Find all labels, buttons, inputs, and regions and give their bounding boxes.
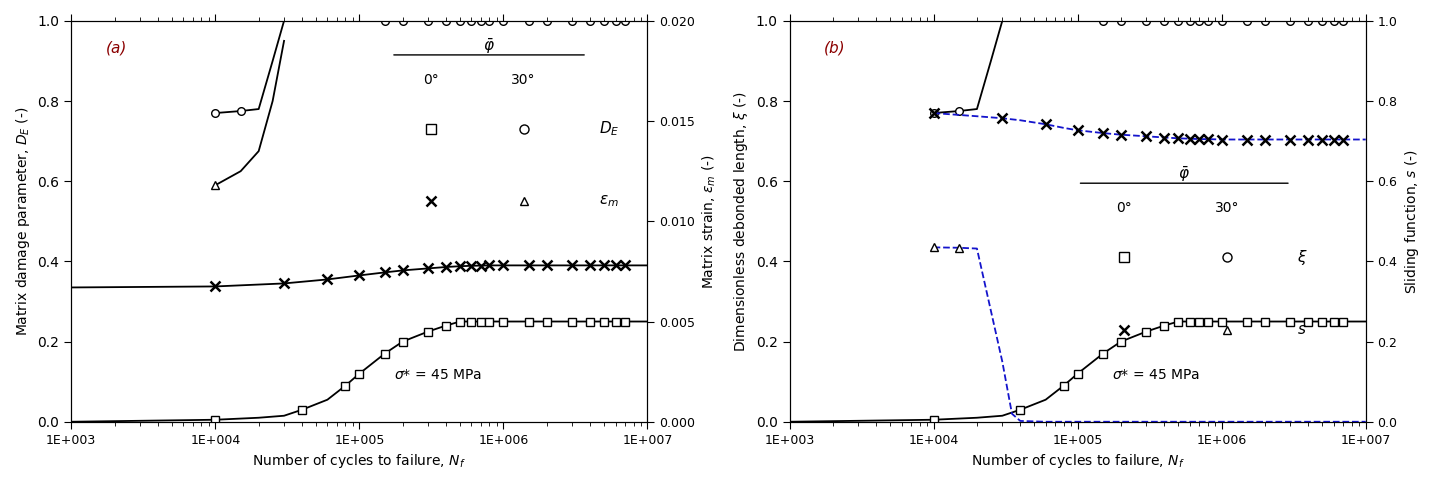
Text: 0°: 0° [1116, 201, 1132, 215]
Text: $\varepsilon_m$: $\varepsilon_m$ [598, 194, 618, 209]
Text: (a): (a) [106, 41, 128, 56]
Text: $s$: $s$ [1297, 322, 1306, 337]
X-axis label: Number of cycles to failure, $N_f$: Number of cycles to failure, $N_f$ [970, 452, 1184, 470]
Text: $D_E$: $D_E$ [598, 120, 618, 138]
Text: $\xi$: $\xi$ [1297, 248, 1307, 267]
Text: 30°: 30° [1215, 201, 1240, 215]
Text: 30°: 30° [511, 73, 535, 87]
Y-axis label: Matrix damage parameter, $D_E$ (-): Matrix damage parameter, $D_E$ (-) [14, 106, 32, 336]
Y-axis label: Matrix strain, $\varepsilon_m$ (-): Matrix strain, $\varepsilon_m$ (-) [700, 154, 719, 288]
Y-axis label: Dimensionless debonded length, $\xi$ (-): Dimensionless debonded length, $\xi$ (-) [732, 91, 751, 352]
X-axis label: Number of cycles to failure, $N_f$: Number of cycles to failure, $N_f$ [253, 452, 466, 470]
Text: $\sigma$* = 45 MPa: $\sigma$* = 45 MPa [1112, 368, 1200, 382]
Text: $\sigma$* = 45 MPa: $\sigma$* = 45 MPa [395, 368, 482, 382]
Text: $\bar{\varphi}$: $\bar{\varphi}$ [484, 37, 495, 56]
Text: (b): (b) [824, 41, 845, 56]
Text: $\bar{\varphi}$: $\bar{\varphi}$ [1178, 165, 1190, 184]
Y-axis label: Sliding function, $s$ (-): Sliding function, $s$ (-) [1403, 149, 1421, 294]
Text: 0°: 0° [423, 73, 439, 87]
